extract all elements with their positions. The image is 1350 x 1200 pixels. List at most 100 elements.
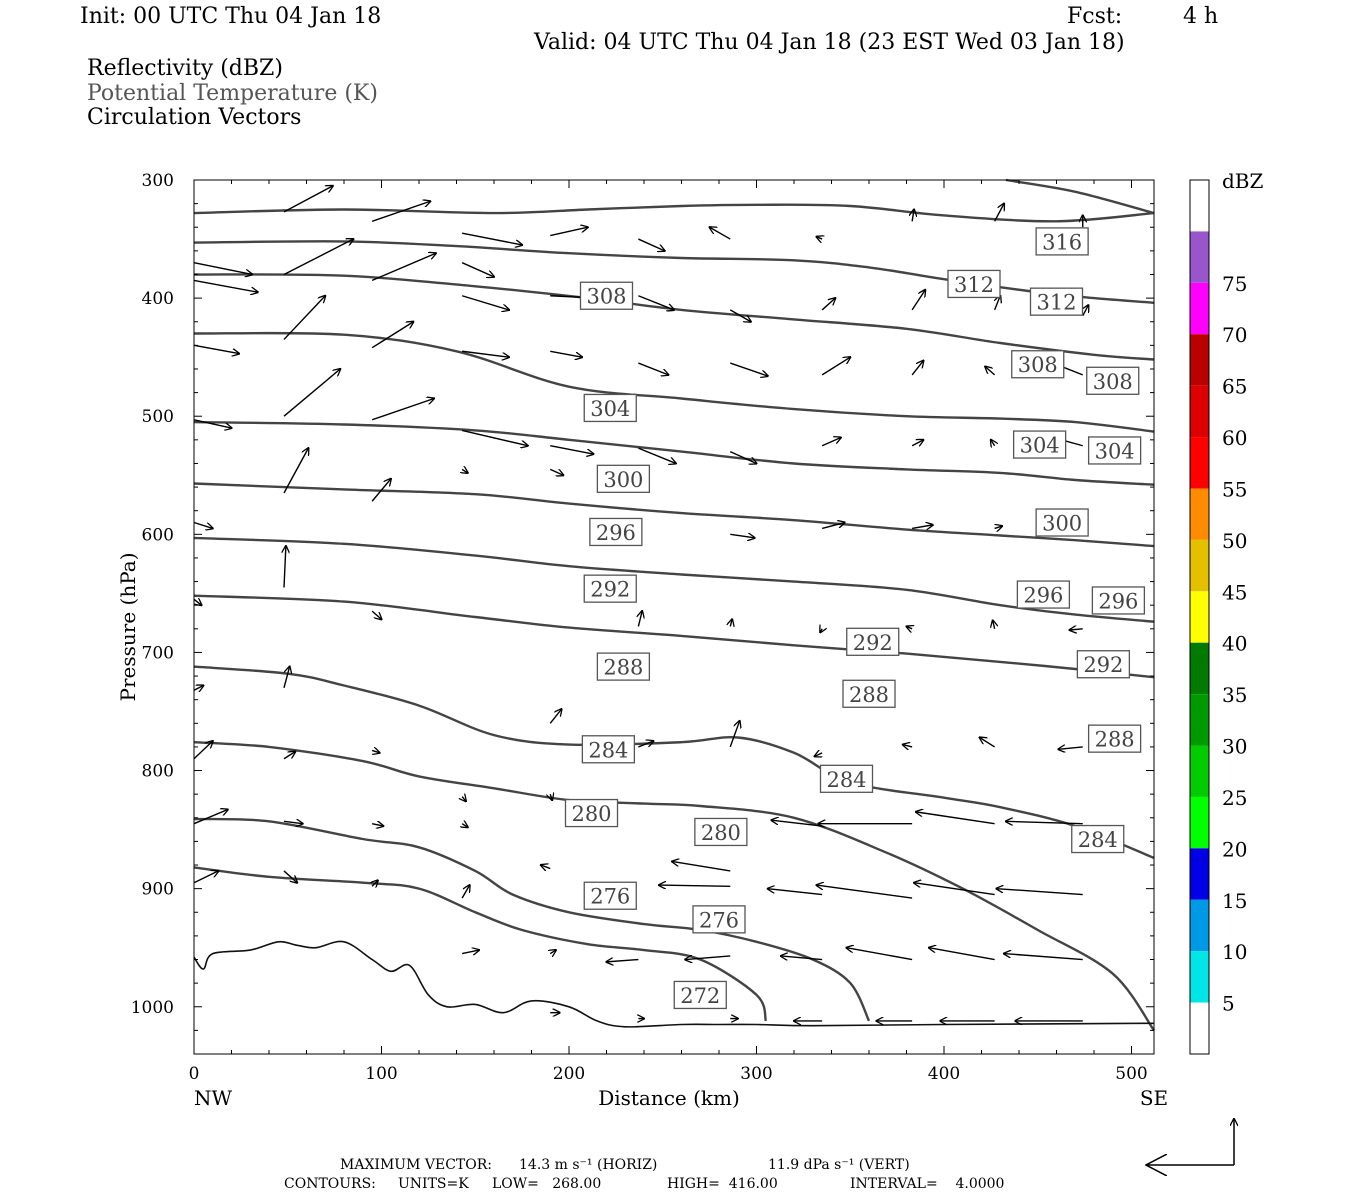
y-tick-label: 400 (142, 289, 174, 309)
circulation-vector (550, 350, 582, 357)
circulation-vector (710, 227, 731, 240)
contour-label-312: 312 (954, 273, 994, 297)
circulation-vector (283, 296, 325, 340)
circulation-vector (916, 812, 995, 825)
circulation-vector (193, 261, 252, 275)
circulation-vector (820, 629, 822, 633)
circulation-vector (729, 451, 756, 464)
circulation-vector (659, 885, 731, 886)
circulation-vector (193, 419, 232, 428)
circulation-vector (193, 344, 239, 353)
contour-label-304: 304 (1095, 439, 1135, 463)
circulation-vector (730, 619, 732, 626)
theta-contour-272 (193, 817, 871, 1022)
contour-label-box (589, 517, 643, 547)
circulation-vector (283, 186, 333, 213)
contour-label-292: 292 (853, 631, 893, 655)
circulation-vector (768, 889, 823, 896)
contour-label-box (692, 905, 746, 934)
circulation-vector (638, 362, 668, 375)
contour-label-276: 276 (699, 908, 739, 932)
circulation-vector (821, 437, 841, 447)
circulation-vector (1083, 305, 1089, 317)
circulation-vector (371, 201, 430, 222)
contour-label-box (579, 281, 634, 310)
colorbar-segment (1190, 642, 1209, 695)
circulation-vector (638, 238, 664, 251)
circulation-vector (371, 322, 413, 349)
theta-contour-300 (193, 331, 1155, 433)
contour-label-296: 296 (1098, 589, 1138, 613)
circulation-vector (1006, 821, 1083, 823)
circulation-vector (911, 290, 925, 311)
theta-contour-292 (193, 482, 1155, 548)
contour-label-box (842, 679, 896, 708)
circulation-vector (781, 956, 823, 960)
x-tick-label: 200 (553, 1064, 585, 1084)
circulation-vector (993, 621, 995, 629)
contour-label-box (1086, 366, 1140, 395)
contour-label-box (1087, 436, 1142, 465)
contour-label-304: 304 (1020, 434, 1060, 458)
contour-label-box (1029, 287, 1084, 316)
circulation-vector (462, 350, 509, 357)
circulation-vector (911, 361, 923, 376)
theta-contour-312 (193, 203, 1155, 223)
contours-high: HIGH= 416.00 (667, 1176, 778, 1192)
circulation-vector (193, 871, 218, 884)
colorbar-segment (1190, 899, 1209, 952)
colorbar-tick-label: 25 (1222, 786, 1247, 810)
max-vector-vert: 11.9 dPa s⁻¹ (VERT) (768, 1157, 910, 1173)
y-tick-label: 800 (142, 762, 174, 782)
circulation-vector (607, 960, 639, 962)
theta-contour-284 (193, 594, 1155, 679)
colorbar-segment (1190, 848, 1209, 900)
circulation-vector (730, 534, 754, 538)
circulation-vector (372, 750, 380, 752)
circulation-vector (461, 232, 522, 245)
theta-contour-280 (193, 665, 1155, 860)
circulation-vector (995, 296, 1001, 311)
theta-contour-308 (193, 240, 1155, 304)
valid-time: Valid: 04 UTC Thu 04 Jan 18 (23 EST Wed … (534, 30, 1125, 55)
circulation-vector (461, 262, 494, 277)
circulation-vector (1004, 954, 1083, 961)
max-vector-horiz: 14.3 m s⁻¹ (HORIZ) (519, 1157, 658, 1173)
circulation-vector (462, 824, 468, 828)
circulation-vector (995, 526, 1003, 528)
circulation-vector (997, 889, 1083, 896)
circulation-vector (462, 469, 468, 473)
circulation-vector (914, 883, 995, 896)
colorbar-tick-label: 70 (1222, 323, 1247, 347)
colorbar-title: dBZ (1222, 169, 1264, 193)
theta-contour-296 (193, 420, 1155, 486)
circulation-vector (283, 448, 308, 494)
circulation-vector (994, 204, 1004, 222)
colorbar-tick-label: 45 (1222, 580, 1247, 604)
circulation-vector (461, 429, 528, 445)
circulation-vector (991, 440, 995, 446)
contour-label-308: 308 (1093, 370, 1133, 394)
circulation-vector (929, 948, 995, 961)
circulation-vector (638, 295, 674, 310)
y-tick-label: 1000 (131, 998, 174, 1018)
y-tick-label: 900 (142, 880, 174, 900)
contour-label-box (694, 817, 748, 847)
colorbar-segment (1190, 334, 1209, 386)
circulation-vector (980, 737, 995, 748)
circulation-vector (283, 821, 303, 823)
field-legend-theta: Potential Temperature (K) (87, 81, 378, 106)
colorbar-tick-label: 60 (1222, 426, 1247, 450)
contour-label-312: 312 (1036, 291, 1076, 315)
colorbar-tick-label: 10 (1222, 940, 1247, 964)
contours-low: LOW= 268.00 (492, 1176, 602, 1192)
y-tick-label: 600 (142, 525, 174, 545)
circulation-vector (550, 950, 556, 954)
theta-contour-268 (193, 866, 768, 1022)
circulation-vector (550, 227, 588, 237)
circulation-vector (638, 741, 653, 748)
circulation-vector (541, 865, 551, 869)
contour-label-272: 272 (680, 984, 720, 1008)
circulation-vector (672, 861, 731, 872)
contour-label-308: 308 (1018, 353, 1058, 377)
